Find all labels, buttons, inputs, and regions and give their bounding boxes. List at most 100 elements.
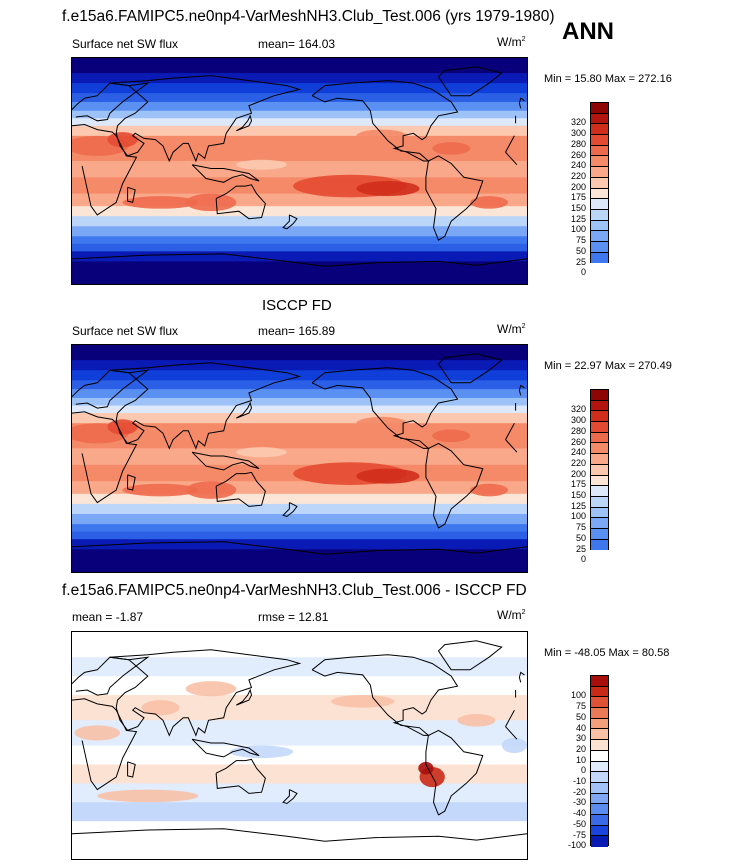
zonal-band xyxy=(72,135,527,149)
coastline-japan xyxy=(236,114,253,132)
colorbar-tick-label: 75 xyxy=(575,235,586,246)
colorbar-tick-label: 300 xyxy=(570,128,586,139)
colorbar-tick-label: 280 xyxy=(570,425,586,436)
anomaly-region xyxy=(185,681,237,697)
zonal-band xyxy=(72,73,527,84)
anomaly-region xyxy=(122,483,199,497)
panel1-units: W/m2 xyxy=(497,35,526,49)
colorbar-tick-label: -10 xyxy=(572,776,586,786)
colorbar-swatch xyxy=(591,124,608,136)
colorbar-swatch xyxy=(591,454,608,465)
coastline-uk xyxy=(518,384,525,396)
zonal-band xyxy=(72,493,527,505)
colorbar-swatch xyxy=(591,156,608,168)
coastline-antarctica xyxy=(72,541,527,555)
coastline-africa xyxy=(505,151,518,166)
colorbar-tick-label: 50 xyxy=(575,532,586,543)
continent-outlines xyxy=(72,66,527,267)
anomaly-region xyxy=(185,481,237,499)
colorbar-tick-label: 75 xyxy=(575,522,586,533)
colorbar-tick-label: 150 xyxy=(570,490,586,500)
colorbar-swatch xyxy=(591,793,608,805)
panel1-map-svg xyxy=(72,58,527,284)
anomaly-region xyxy=(501,737,527,754)
colorbar-tick-label: 320 xyxy=(570,404,586,415)
zonal-band xyxy=(72,380,527,390)
anomaly-region xyxy=(185,193,237,212)
colorbar-tick-label: 0 xyxy=(580,765,586,776)
zonal-band xyxy=(72,549,527,572)
coastline-namerica xyxy=(311,654,459,736)
zonal-band xyxy=(72,160,527,178)
zonal-band xyxy=(72,632,527,658)
colorbar-tick-label: 50 xyxy=(575,711,586,722)
coastline-australia xyxy=(215,471,266,507)
coastline-africa xyxy=(505,422,515,440)
panel3-colorbar: 100 75 50 40 30 20 10 0 -10 -20 -30 -40 -50 -75 -100 xyxy=(568,675,609,850)
colorbar-swatch xyxy=(591,390,608,401)
zonal-band xyxy=(72,345,527,361)
zonal-band xyxy=(72,125,527,137)
coastline-europe xyxy=(72,369,150,409)
panel3-heading: f.e15a6.FAMIPC5.ne0np4-VarMeshNH3.Club_T… xyxy=(62,582,527,599)
colorbar-swatch xyxy=(591,411,608,423)
colorbar-tick-label: 10 xyxy=(575,754,586,765)
colorbar-swatch xyxy=(591,518,608,529)
zonal-band xyxy=(72,110,527,119)
colorbar-swatch xyxy=(591,708,608,719)
panel2-map xyxy=(71,344,528,573)
zonal-band xyxy=(72,413,527,424)
panel2-map-svg xyxy=(72,345,527,572)
colorbar-tick-label: -100 xyxy=(568,840,587,851)
colorbar-tick-label: 280 xyxy=(570,138,586,149)
coastline-namerica xyxy=(311,80,459,162)
colorbar-swatch xyxy=(591,486,608,497)
colorbar-tick-label: 240 xyxy=(570,160,586,171)
colorbar-swatch xyxy=(591,686,608,698)
zonal-band xyxy=(72,58,527,74)
coastline-madagascar xyxy=(127,761,136,778)
colorbar-swatch xyxy=(591,676,608,687)
colorbar-swatch xyxy=(591,199,608,210)
panel1-colorbar: 320 300 280 260 240 220 200 175 150 125 100 75 50 25 0 xyxy=(571,102,609,277)
zonal-band xyxy=(72,676,527,696)
zonal-band xyxy=(72,524,527,533)
panel3-rmse-label: rmse = 12.81 xyxy=(258,610,329,624)
anomaly-region xyxy=(356,468,420,484)
colorbar-tick-label: 100 xyxy=(570,224,586,235)
coastline-uk xyxy=(518,97,525,109)
anomaly-region xyxy=(74,725,121,741)
panel2-colorbar: 320 300 280 260 240 220 200 175 150 125 100 75 50 25 0 xyxy=(571,389,609,564)
coastline-namerica xyxy=(311,367,459,449)
colorbar-swatch xyxy=(591,443,608,455)
coastline-antarctica xyxy=(72,828,527,842)
colorbar-swatch xyxy=(591,836,608,847)
colorbar-tick-label: -20 xyxy=(572,786,586,797)
zonal-band xyxy=(72,118,527,127)
figure-title: f.e15a6.FAMIPC5.ne0np4-VarMeshNH3.Club_T… xyxy=(62,8,555,25)
colorbar-tick-label: 200 xyxy=(570,468,586,479)
panel3-map xyxy=(71,631,528,860)
colorbar-tick-label: 25 xyxy=(575,256,586,267)
anomaly-region xyxy=(122,196,199,209)
anomaly-region xyxy=(432,142,471,155)
colorbar-tick-label: -50 xyxy=(572,818,586,829)
panel3-mean-label: mean = -1.87 xyxy=(72,610,144,624)
panel3-minmax: Min = -48.05 Max = 80.58 xyxy=(544,647,670,659)
colorbar-swatch xyxy=(591,814,608,826)
colorbar-swatch xyxy=(591,231,608,242)
coastline-samerica xyxy=(425,442,484,529)
zonal-band xyxy=(72,101,527,112)
zonal-band xyxy=(72,405,527,414)
zonal-band xyxy=(72,83,527,94)
colorbar-tick-label: 260 xyxy=(570,436,586,447)
colorbar-tick-label: 50 xyxy=(575,245,586,256)
coastline-asia xyxy=(109,362,302,450)
panel3-units: W/m2 xyxy=(497,608,526,622)
anomaly-region xyxy=(97,789,199,803)
regional-patterns xyxy=(74,681,527,814)
anomaly-region xyxy=(331,695,395,708)
anomaly-region xyxy=(107,132,138,148)
colorbar-swatch xyxy=(591,220,608,232)
colorbar-box xyxy=(590,389,609,551)
